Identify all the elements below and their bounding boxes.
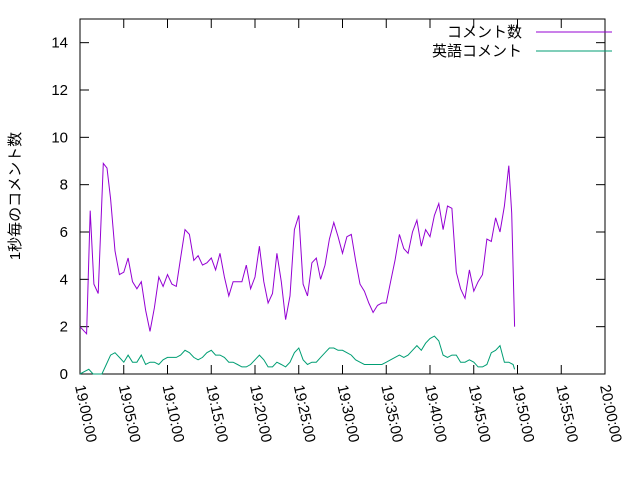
y-tick-label-0: 0	[60, 366, 68, 383]
y-axis-title: 1秒毎のコメント数	[7, 132, 24, 260]
y-tick-label-2: 4	[60, 271, 68, 288]
plot-frame	[79, 18, 606, 375]
series-line-1	[79, 335, 516, 375]
x-tick-label-9: 19:45:00	[465, 383, 494, 444]
legend-label-0: コメント数	[447, 24, 522, 41]
y-tick-label-3: 6	[60, 224, 68, 241]
y-tick-label-1: 2	[60, 319, 68, 336]
y-tick-label-7: 14	[51, 35, 68, 52]
x-tick-label-7: 19:35:00	[377, 383, 406, 444]
x-tick-label-3: 19:15:00	[202, 383, 231, 444]
x-axis: 19:00:00 19:05:00 19:10:00 19:15:00 19:20:00…	[71, 19, 625, 444]
y-axis: 0 2 4 6 8 10 12 14	[51, 35, 605, 383]
series-layer	[79, 162, 516, 375]
y-tick-label-6: 12	[51, 82, 68, 99]
x-tick-label-11: 19:55:00	[552, 383, 581, 444]
x-tick-label-10: 19:50:00	[509, 383, 538, 444]
x-tick-label-8: 19:40:00	[421, 383, 450, 444]
x-tick-label-6: 19:30:00	[334, 383, 363, 444]
x-tick-label-4: 19:20:00	[246, 383, 275, 444]
series-line-0	[79, 162, 516, 336]
y-tick-label-5: 10	[51, 129, 68, 146]
x-tick-label-2: 19:10:00	[159, 383, 188, 444]
x-tick-label-1: 19:05:00	[115, 383, 144, 444]
x-tick-label-12: 20:00:00	[596, 383, 625, 444]
x-tick-label-0: 19:00:00	[71, 383, 100, 444]
y-tick-label-4: 8	[60, 177, 68, 194]
legend-label-1: 英語コメント	[432, 42, 522, 60]
x-tick-label-5: 19:25:00	[290, 383, 319, 444]
